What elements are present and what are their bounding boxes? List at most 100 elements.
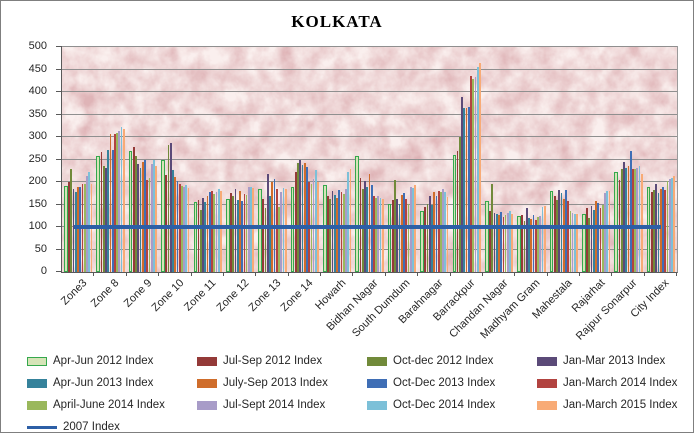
bar (107, 150, 110, 272)
legend-swatch (537, 400, 557, 410)
x-axis-tick (418, 272, 451, 276)
bar (599, 208, 602, 272)
bar (541, 207, 544, 272)
y-axis-tick (56, 68, 62, 70)
bar (336, 198, 338, 272)
bar (247, 186, 250, 272)
bar (355, 156, 360, 272)
bar (361, 188, 364, 272)
bar (167, 145, 170, 272)
bar (442, 188, 444, 272)
bar (139, 167, 142, 272)
bar (463, 107, 466, 272)
legend-label: 2007 Index (63, 421, 120, 433)
bar (403, 193, 405, 272)
bar (640, 173, 643, 272)
bar-group-zone-12 (224, 47, 256, 272)
bar (553, 195, 556, 272)
bar (543, 205, 546, 272)
bar (70, 168, 73, 272)
bar (301, 165, 304, 272)
y-axis-tick (56, 203, 62, 205)
bar (595, 201, 597, 272)
bar (474, 76, 477, 272)
bar-group-rajpur-sonarpur (612, 47, 644, 272)
bar (489, 210, 491, 272)
bar (509, 210, 511, 272)
bar (517, 216, 521, 272)
legend-label: Oct-dec 2012 Index (393, 355, 494, 367)
bar (523, 221, 526, 272)
bar (165, 174, 168, 272)
bar (476, 66, 479, 272)
legend-swatch (27, 400, 47, 410)
bar (586, 208, 588, 272)
bar (120, 127, 123, 272)
bar (502, 217, 505, 272)
bar (297, 162, 299, 272)
legend-label: Jan-March 2015 Index (563, 399, 678, 411)
bar (109, 134, 112, 272)
bar (528, 218, 530, 272)
bar (213, 194, 216, 272)
y-axis-labels: 0 50 100 150 200 250 300 350 400 450 500 (1, 40, 57, 277)
bar (282, 188, 285, 272)
bar (461, 97, 463, 272)
bar (327, 196, 329, 272)
x-axis-tick (612, 272, 645, 276)
y-axis-label: 500 (28, 40, 47, 52)
bar (349, 169, 352, 272)
bar (396, 198, 399, 272)
bar-group-barrackpur (451, 47, 483, 272)
bar (452, 155, 457, 272)
bar (72, 188, 75, 272)
legend-label: Oct-Dec 2013 Index (393, 377, 496, 389)
chart-legend: Apr-Jun 2012 Index Jul-Sep 2012 Index Oct-… (27, 350, 689, 433)
legend-item: Oct-Dec 2014 Index (367, 399, 537, 411)
bar (183, 187, 185, 272)
bar (172, 169, 174, 272)
x-axis-tick (386, 272, 419, 276)
bar (266, 173, 269, 272)
x-axis-tick (321, 272, 354, 276)
bar (342, 193, 345, 272)
bar (391, 200, 394, 272)
bar (495, 214, 498, 272)
bar-group-madhyam-gram (515, 47, 547, 272)
x-axis-tick (645, 272, 678, 276)
x-axis-ticks (62, 272, 678, 276)
bar (206, 195, 209, 272)
bar (137, 164, 140, 272)
bar (375, 197, 377, 272)
bar (150, 164, 153, 272)
bar (373, 196, 375, 272)
bar (653, 190, 655, 272)
legend-label: Oct-Dec 2014 Index (393, 399, 496, 411)
bar (620, 168, 623, 272)
bar (250, 187, 252, 272)
legend-item: Jul-Sep 2012 Index (197, 355, 367, 367)
x-axis-tick (515, 272, 548, 276)
legend-label: April-June 2014 Index (53, 399, 165, 411)
bar (290, 186, 295, 272)
bar-group-south-dumdum (386, 47, 418, 272)
y-axis-tick (56, 158, 62, 160)
bar-series-area (62, 47, 677, 272)
bar (252, 188, 255, 272)
bar (428, 196, 431, 272)
bar (187, 188, 190, 272)
legend-label: July-Sep 2013 Index (223, 377, 328, 389)
bar (668, 179, 671, 272)
y-axis-label: 150 (28, 197, 47, 210)
bar (582, 214, 586, 272)
y-axis-tick (56, 136, 62, 137)
bar (345, 188, 347, 272)
y-axis-tick (56, 226, 62, 227)
bar (204, 202, 207, 272)
bar (202, 198, 204, 272)
legend-swatch (27, 356, 47, 366)
bar (458, 137, 461, 272)
x-axis-tick (192, 272, 224, 276)
bar (511, 213, 514, 272)
